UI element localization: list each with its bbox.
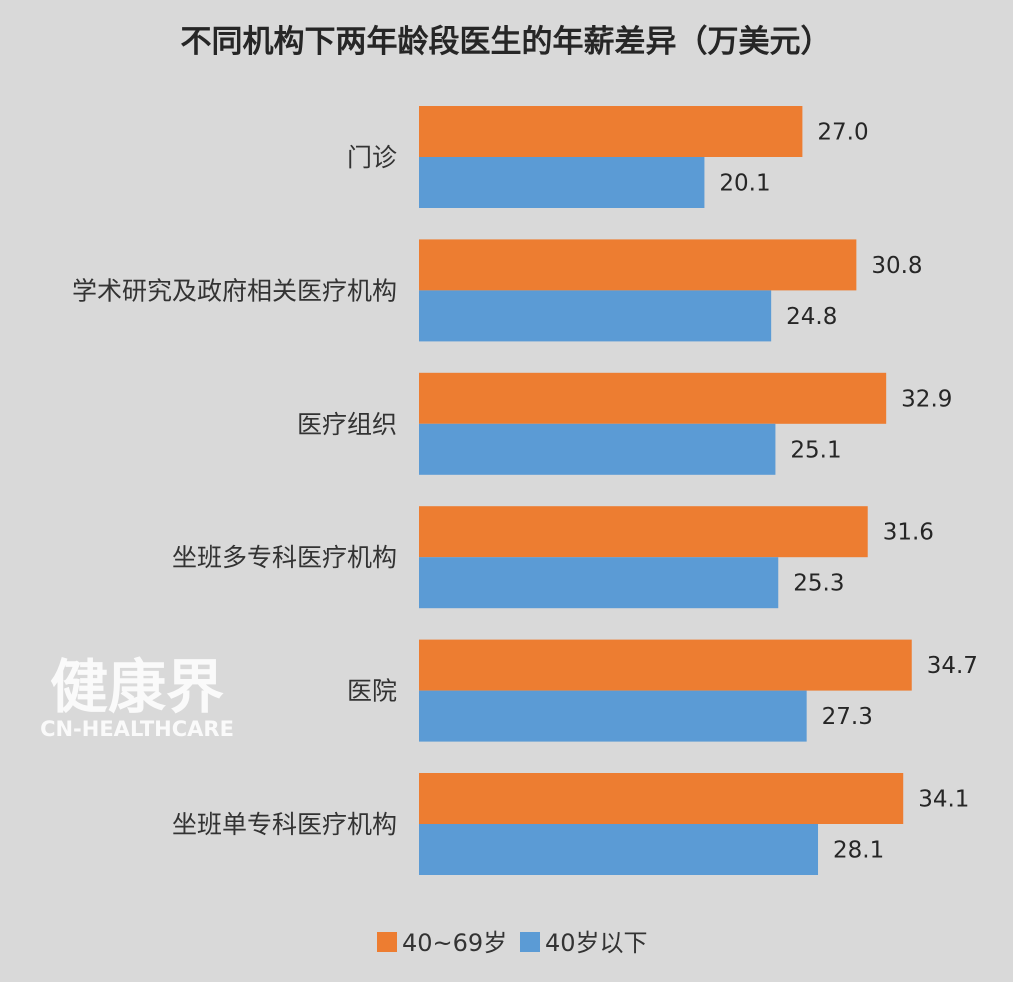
data-label: 32.9: [901, 386, 952, 412]
category-label: 学术研究及政府相关医疗机构: [72, 276, 397, 305]
bar-series-1: [419, 639, 912, 691]
watermark: 健康界 CN-HEALTHCARE: [40, 653, 234, 741]
category-label: 坐班多专科医疗机构: [172, 543, 397, 572]
data-label: 25.1: [790, 437, 841, 463]
data-label: 27.0: [817, 120, 868, 146]
chart-title: 不同机构下两年龄段医生的年薪差异（万美元）: [181, 24, 832, 60]
bar-series-1: [419, 106, 803, 157]
plot-area: 门诊 27.0 20.1 学术研究及政府相关医疗机构 30.8 24.8 医疗组织 32.9 2…: [72, 106, 978, 875]
data-label: 34.1: [918, 787, 969, 813]
category-label: 医疗组织: [297, 410, 397, 439]
legend-label: 40~69岁: [402, 929, 507, 957]
bar-series-2: [419, 690, 807, 742]
category-label: 坐班单专科医疗机构: [172, 810, 397, 839]
legend-swatch: [520, 932, 540, 952]
data-label: 27.3: [822, 704, 873, 730]
legend: 40~69岁 40岁以下: [377, 929, 648, 957]
bar-series-1: [419, 372, 887, 424]
bar-series-2: [419, 557, 779, 609]
data-label: 30.8: [871, 253, 922, 279]
bar-series-1: [419, 239, 857, 291]
legend-swatch: [377, 932, 397, 952]
legend-label: 40岁以下: [545, 929, 648, 957]
bar-series-2: [419, 423, 776, 475]
bar-series-2: [419, 824, 819, 875]
watermark-subtext: CN-HEALTHCARE: [40, 717, 234, 741]
category-label: 门诊: [347, 143, 397, 172]
data-label: 24.8: [786, 304, 837, 330]
watermark-logo-text: 健康界: [50, 653, 224, 721]
bar-series-1: [419, 506, 868, 558]
bar-series-2: [419, 157, 705, 208]
data-label: 25.3: [793, 571, 844, 597]
data-label: 31.6: [883, 520, 934, 546]
data-label: 34.7: [927, 653, 978, 679]
data-label: 28.1: [833, 838, 884, 864]
category-label: 医院: [347, 677, 397, 706]
data-label: 20.1: [719, 171, 770, 197]
bar-series-1: [419, 773, 904, 824]
bar-series-2: [419, 290, 772, 342]
